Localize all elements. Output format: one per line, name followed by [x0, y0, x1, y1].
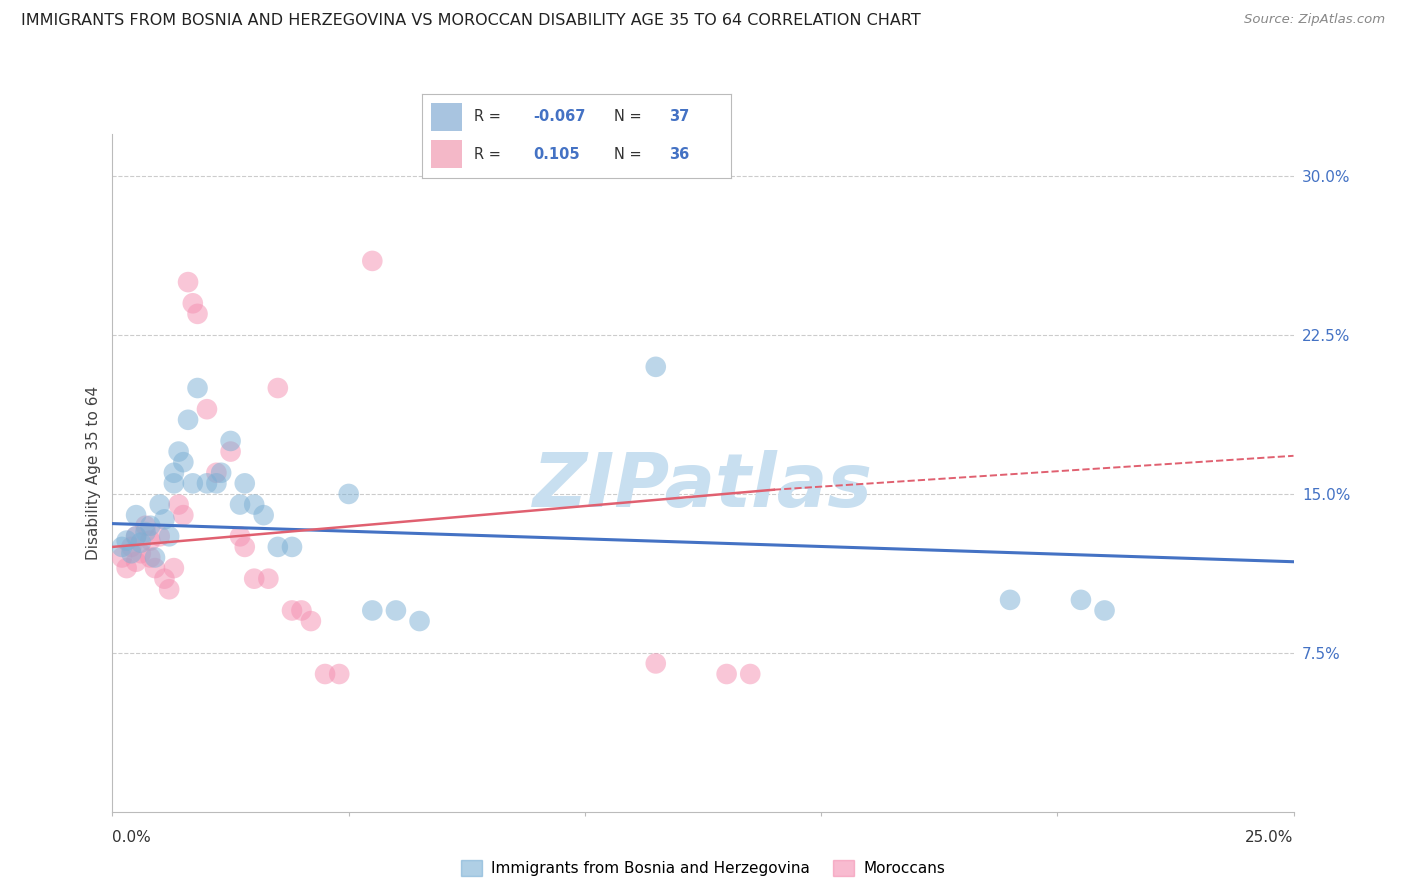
Point	[257, 572, 280, 586]
Text: 0.0%: 0.0%	[112, 830, 152, 845]
Point	[153, 512, 176, 526]
Point	[111, 540, 134, 554]
Point	[143, 550, 166, 565]
Point	[219, 444, 242, 458]
Point	[115, 561, 138, 575]
Point	[120, 546, 142, 560]
Point	[290, 603, 312, 617]
Point	[209, 466, 232, 480]
Text: Source: ZipAtlas.com: Source: ZipAtlas.com	[1244, 13, 1385, 27]
Point	[153, 572, 176, 586]
Point	[337, 487, 360, 501]
Point	[135, 524, 157, 539]
Point	[181, 476, 204, 491]
Point	[361, 603, 384, 617]
Legend: Immigrants from Bosnia and Herzegovina, Moroccans: Immigrants from Bosnia and Herzegovina, …	[454, 854, 952, 882]
Point	[129, 546, 152, 560]
Text: R =: R =	[474, 109, 502, 124]
Point	[167, 498, 190, 512]
Point	[157, 582, 180, 597]
Point	[219, 434, 242, 448]
Point	[163, 476, 186, 491]
Point	[125, 529, 148, 543]
Text: IMMIGRANTS FROM BOSNIA AND HERZEGOVINA VS MOROCCAN DISABILITY AGE 35 TO 64 CORRE: IMMIGRANTS FROM BOSNIA AND HERZEGOVINA V…	[21, 13, 921, 29]
Point	[299, 614, 322, 628]
Point	[998, 592, 1021, 607]
Point	[163, 561, 186, 575]
Point	[125, 555, 148, 569]
FancyBboxPatch shape	[432, 140, 463, 169]
Point	[281, 540, 304, 554]
Point	[253, 508, 276, 523]
Point	[716, 667, 738, 681]
Point	[125, 508, 148, 523]
Text: 36: 36	[669, 147, 689, 162]
Point	[125, 529, 148, 543]
Y-axis label: Disability Age 35 to 64: Disability Age 35 to 64	[86, 385, 101, 560]
Text: N =: N =	[613, 109, 641, 124]
Point	[229, 529, 252, 543]
Point	[644, 657, 666, 671]
Point	[177, 275, 200, 289]
Point	[1094, 603, 1116, 617]
Point	[233, 540, 256, 554]
Point	[361, 253, 384, 268]
Point	[243, 498, 266, 512]
Point	[167, 444, 190, 458]
Point	[281, 603, 304, 617]
Point	[139, 518, 162, 533]
Point	[195, 476, 218, 491]
Point	[328, 667, 350, 681]
Point	[172, 508, 194, 523]
Point	[177, 413, 200, 427]
Point	[195, 402, 218, 417]
Point	[186, 307, 208, 321]
Point	[135, 518, 157, 533]
Point	[1070, 592, 1092, 607]
Point	[205, 466, 228, 480]
Point	[149, 498, 172, 512]
Point	[243, 572, 266, 586]
FancyBboxPatch shape	[432, 103, 463, 131]
Point	[229, 498, 252, 512]
Point	[314, 667, 336, 681]
Point	[267, 540, 290, 554]
Point	[139, 533, 162, 548]
Point	[139, 550, 162, 565]
Point	[267, 381, 290, 395]
Text: -0.067: -0.067	[533, 109, 585, 124]
Point	[644, 359, 666, 374]
Point	[157, 529, 180, 543]
Point	[740, 667, 762, 681]
Point	[115, 533, 138, 548]
Text: R =: R =	[474, 147, 502, 162]
Text: 37: 37	[669, 109, 689, 124]
Text: 0.105: 0.105	[533, 147, 579, 162]
Text: 25.0%: 25.0%	[1246, 830, 1294, 845]
Text: N =: N =	[613, 147, 641, 162]
Point	[181, 296, 204, 310]
Point	[205, 476, 228, 491]
Point	[408, 614, 430, 628]
Point	[172, 455, 194, 469]
Point	[143, 561, 166, 575]
Point	[111, 550, 134, 565]
Point	[149, 529, 172, 543]
Point	[163, 466, 186, 480]
Point	[186, 381, 208, 395]
Point	[129, 535, 152, 549]
Point	[385, 603, 408, 617]
Point	[120, 540, 142, 554]
Point	[233, 476, 256, 491]
Text: ZIPatlas: ZIPatlas	[533, 450, 873, 523]
